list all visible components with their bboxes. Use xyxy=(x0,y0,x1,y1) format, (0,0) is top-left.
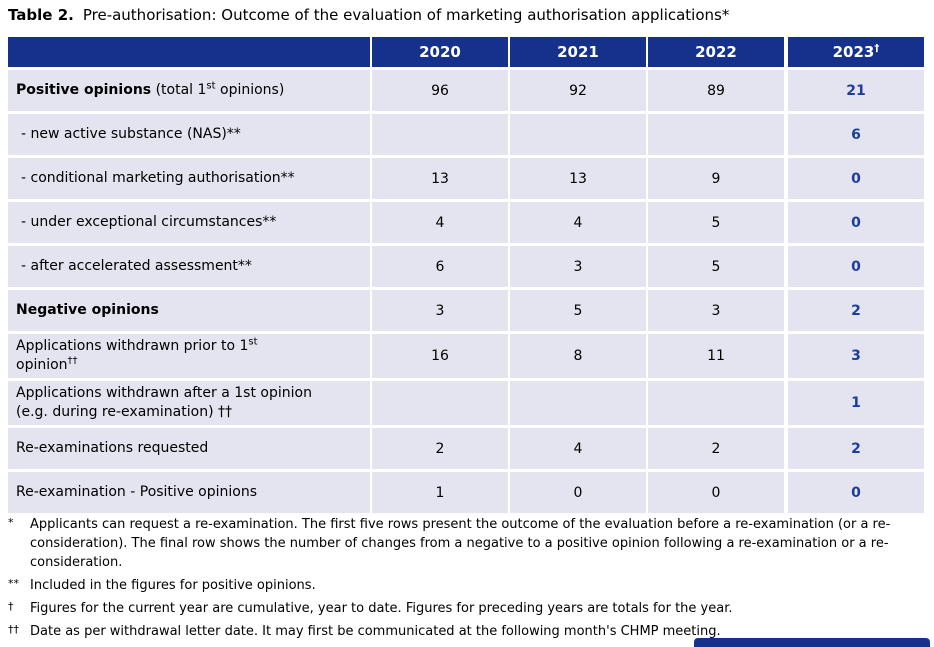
cell-value: 4 xyxy=(372,202,510,246)
cell-value xyxy=(510,381,648,428)
table-row: - after accelerated assessment** 6 3 5 0 xyxy=(8,246,926,290)
cell-value: 4 xyxy=(510,202,648,246)
cell-value-2023: 21 xyxy=(786,70,926,114)
cell-value: 92 xyxy=(510,70,648,114)
table-row: Negative opinions 3 5 3 2 xyxy=(8,290,926,334)
col-header-2023-label: 2023 xyxy=(832,43,875,61)
row-label: - under exceptional circumstances** xyxy=(8,202,372,246)
cell-value: 3 xyxy=(510,246,648,290)
cell-value: 16 xyxy=(372,334,510,381)
row-label: Re-examination - Positive opinions xyxy=(8,472,372,516)
row-label: Re-examinations requested xyxy=(8,428,372,472)
cell-value: 2 xyxy=(648,428,786,472)
footnote-marker: * xyxy=(8,516,14,529)
cell-value-2023: 0 xyxy=(786,246,926,290)
cell-value-2023: 2 xyxy=(786,428,926,472)
cell-value-2023: 3 xyxy=(786,334,926,381)
cell-value-2023: 0 xyxy=(786,472,926,516)
table-row: Applications withdrawn after a 1st opini… xyxy=(8,381,926,428)
footnote-marker: †† xyxy=(8,623,19,636)
cell-value: 6 xyxy=(372,246,510,290)
col-header-empty xyxy=(8,37,372,70)
col-header-2021: 2021 xyxy=(510,37,648,70)
cell-value-2023: 6 xyxy=(786,114,926,158)
table-row: Re-examination - Positive opinions 1 0 0… xyxy=(8,472,926,516)
cell-value: 5 xyxy=(648,246,786,290)
cell-value: 1 xyxy=(372,472,510,516)
next-table-header-partial-bar xyxy=(694,638,930,647)
table-row: - under exceptional circumstances** 4 4 … xyxy=(8,202,926,246)
col-header-2022: 2022 xyxy=(648,37,786,70)
footnote-asterisk: * Applicants can request a re-examination… xyxy=(8,515,928,572)
row-label: Applications withdrawn prior to 1st opini… xyxy=(8,334,372,381)
cell-value: 3 xyxy=(372,290,510,334)
cell-value xyxy=(372,114,510,158)
footnote-marker: † xyxy=(8,600,14,613)
footnote-text: Figures for the current year are cumulat… xyxy=(30,601,733,616)
footnote-marker: ** xyxy=(8,577,19,590)
footnote-double-dagger: †† Date as per withdrawal letter date. It… xyxy=(8,622,928,641)
table-row: - new active substance (NAS)** 6 xyxy=(8,114,926,158)
table-row: Re-examinations requested 2 4 2 2 xyxy=(8,428,926,472)
footnote-dagger: † Figures for the current year are cumula… xyxy=(8,599,928,618)
row-label: - new active substance (NAS)** xyxy=(8,114,372,158)
footnote-double-asterisk: ** Included in the figures for positive o… xyxy=(8,576,928,595)
cell-value: 8 xyxy=(510,334,648,381)
table-row: Positive opinions (total 1st opinions) 9… xyxy=(8,70,926,114)
row-label: - after accelerated assessment** xyxy=(8,246,372,290)
cell-value xyxy=(648,114,786,158)
cell-value xyxy=(510,114,648,158)
cell-value: 13 xyxy=(510,158,648,202)
table-row: - conditional marketing authorisation** … xyxy=(8,158,926,202)
footnote-text: Date as per withdrawal letter date. It m… xyxy=(30,624,721,639)
table-title-number: Table 2. xyxy=(8,6,74,24)
footnote-text: Applicants can request a re-examination.… xyxy=(30,517,891,570)
cell-value-2023: 0 xyxy=(786,202,926,246)
table-title-text: Pre-authorisation: Outcome of the evalua… xyxy=(82,6,730,24)
cell-value: 5 xyxy=(510,290,648,334)
col-header-2020: 2020 xyxy=(372,37,510,70)
dagger-sup: † xyxy=(874,43,880,54)
cell-value-2023: 1 xyxy=(786,381,926,428)
table-title: Table 2. Pre-authorisation: Outcome of th… xyxy=(8,6,729,24)
cell-value: 9 xyxy=(648,158,786,202)
row-label: Applications withdrawn after a 1st opini… xyxy=(8,381,372,428)
cell-value: 11 xyxy=(648,334,786,381)
cell-value-2023: 0 xyxy=(786,158,926,202)
outcomes-table: 2020 2021 2022 2023† Positive opinions (… xyxy=(8,37,926,516)
footnote-text: Included in the figures for positive opi… xyxy=(30,578,316,593)
cell-value xyxy=(648,381,786,428)
cell-value: 0 xyxy=(648,472,786,516)
cell-value: 89 xyxy=(648,70,786,114)
cell-value xyxy=(372,381,510,428)
cell-value: 3 xyxy=(648,290,786,334)
header-row: 2020 2021 2022 2023† xyxy=(8,37,926,70)
cell-value: 13 xyxy=(372,158,510,202)
cell-value: 5 xyxy=(648,202,786,246)
cell-value-2023: 2 xyxy=(786,290,926,334)
footnotes: * Applicants can request a re-examination… xyxy=(8,515,928,645)
col-header-2023: 2023† xyxy=(786,37,926,70)
row-label: - conditional marketing authorisation** xyxy=(8,158,372,202)
cell-value: 4 xyxy=(510,428,648,472)
cell-value: 96 xyxy=(372,70,510,114)
cell-value: 2 xyxy=(372,428,510,472)
table-row: Applications withdrawn prior to 1st opini… xyxy=(8,334,926,381)
row-label: Negative opinions xyxy=(8,290,372,334)
row-label: Positive opinions (total 1st opinions) xyxy=(8,70,372,114)
cell-value: 0 xyxy=(510,472,648,516)
